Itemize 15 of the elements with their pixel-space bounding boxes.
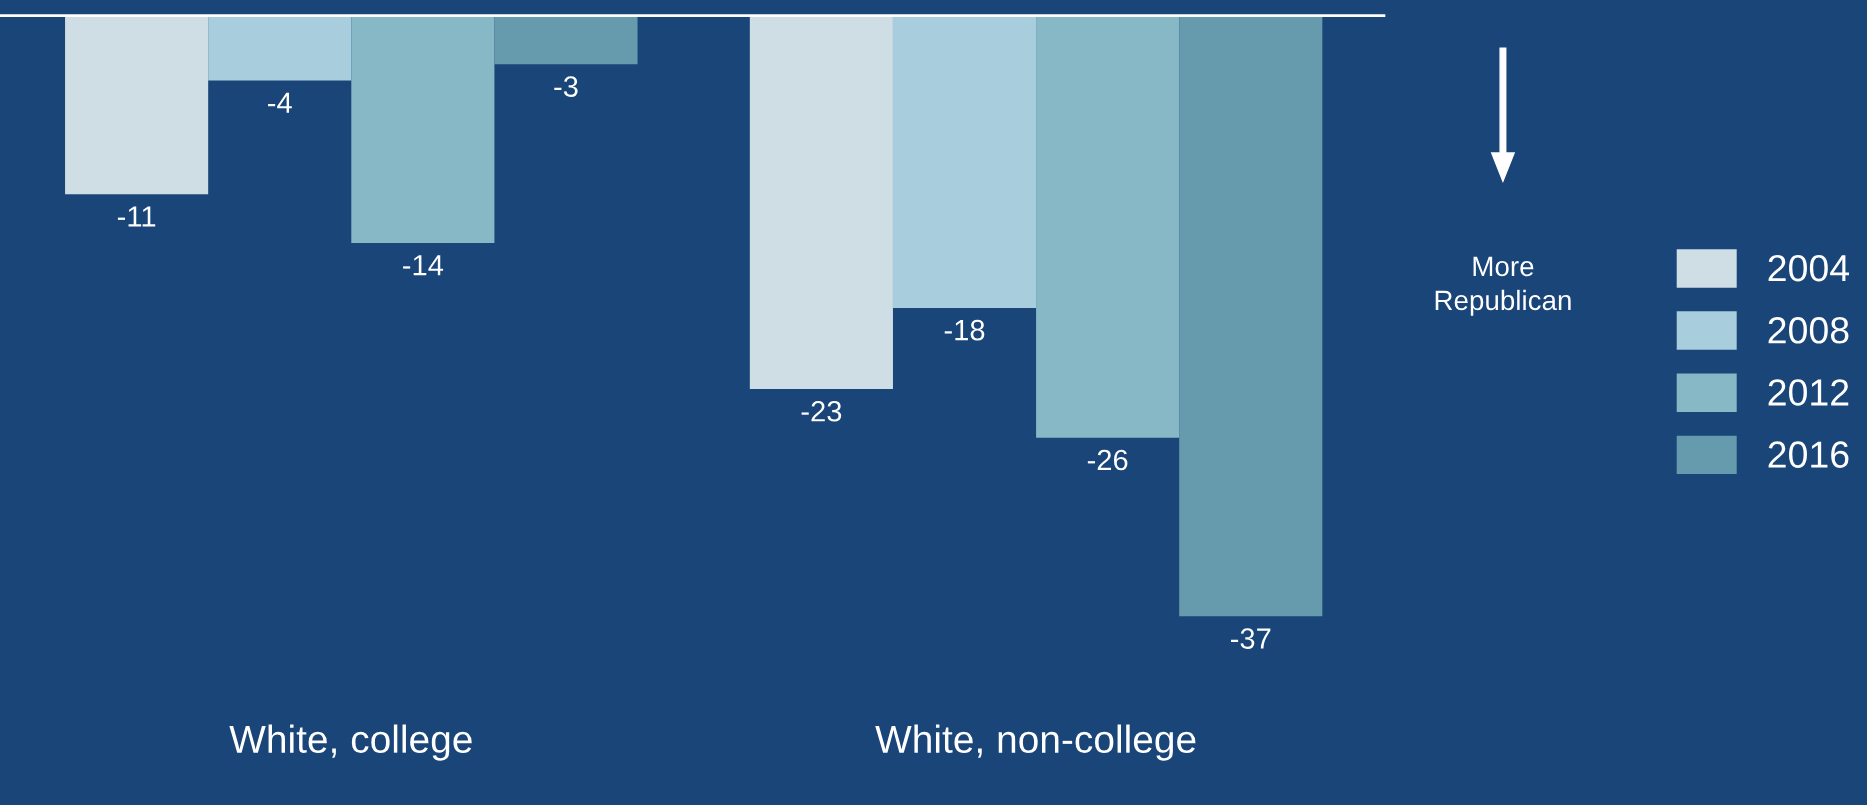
legend-label: 2016 bbox=[1768, 441, 1849, 468]
text: More Republican bbox=[1435, 256, 1571, 316]
data-label: -37 bbox=[1230, 628, 1271, 649]
data-label: -18 bbox=[944, 319, 985, 341]
data-label: -4 bbox=[268, 92, 292, 113]
data-label: -3 bbox=[554, 76, 578, 97]
x-tick-label: White, non-college bbox=[875, 724, 1196, 761]
legend-label: 2008 bbox=[1768, 317, 1849, 344]
x-tick-label: White, college bbox=[229, 724, 472, 761]
legend-label: 2012 bbox=[1768, 379, 1849, 406]
data-label: -23 bbox=[801, 400, 842, 422]
data-label: -26 bbox=[1087, 449, 1128, 471]
data-label: -11 bbox=[117, 206, 156, 227]
data-label: -14 bbox=[403, 255, 444, 276]
legend-label: 2004 bbox=[1768, 254, 1850, 282]
